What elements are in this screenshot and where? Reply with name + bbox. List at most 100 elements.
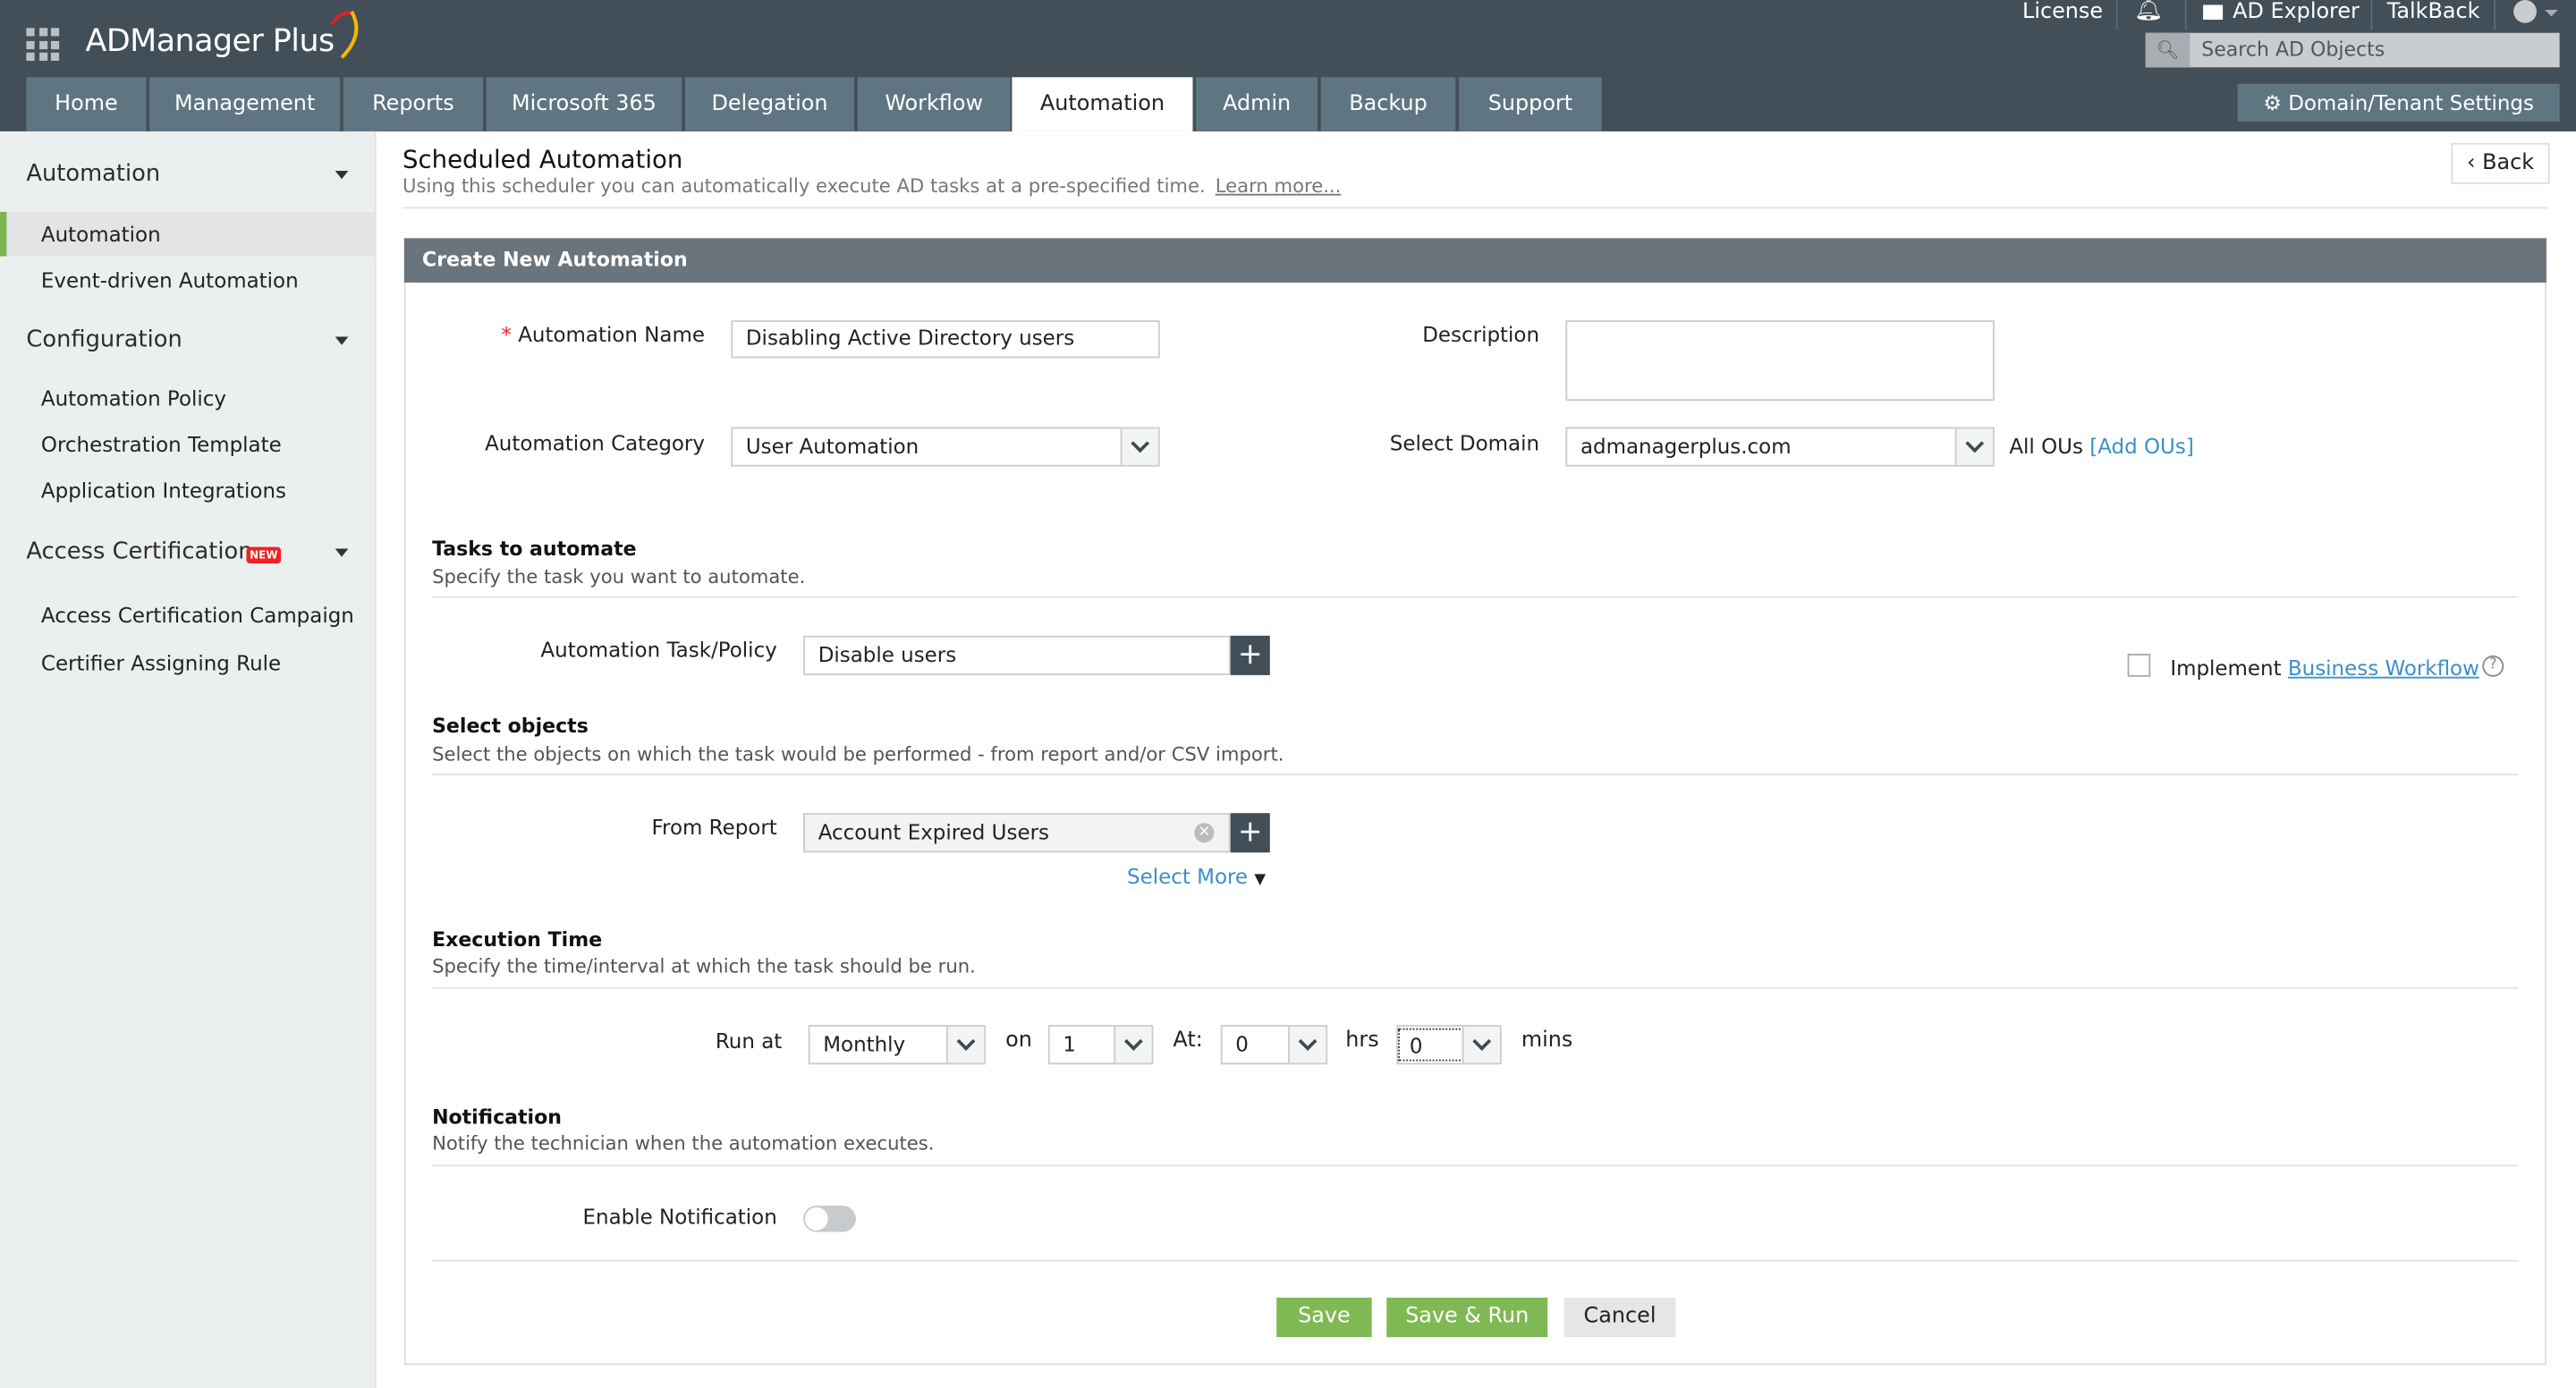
description-textarea[interactable] [1565,320,1995,402]
user-avatar-icon[interactable] [2513,0,2537,23]
sidebar-item-event-driven-automation[interactable]: Event-driven Automation [40,267,299,292]
help-icon[interactable]: ? [2482,655,2504,677]
chevron-down-icon [1965,434,1985,453]
automation-category-select[interactable]: User Automation [731,427,1160,467]
tasks-section-subtitle: Specify the task you want to automate. [432,564,806,588]
sidebar-item-certifier-assigning-rule[interactable]: Certifier Assigning Rule [40,650,282,675]
caret-down-icon[interactable] [2545,10,2558,17]
domain-settings-label: Domain/Tenant Settings [2288,90,2534,115]
divider [432,1259,2519,1262]
app-grid-icon[interactable] [26,28,60,61]
tab-support[interactable]: Support [1459,77,1602,131]
tab-management[interactable]: Management [149,77,341,131]
chevron-left-icon: ‹ [2466,150,2483,176]
sidebar-section-access-certification[interactable]: Access Certification [26,538,253,565]
divider [2370,0,2373,30]
tab-reports[interactable]: Reports [343,77,484,131]
tab-home[interactable]: Home [26,77,147,131]
license-link[interactable]: License [2022,0,2104,25]
caret-down-icon[interactable] [335,336,349,345]
on-label: on [1005,1028,1032,1054]
tab-admin[interactable]: Admin [1196,77,1318,131]
select-more-label: Select More [1127,864,1249,889]
tab-delegation[interactable]: Delegation [684,77,855,131]
chevron-down-icon [1131,434,1150,453]
notification-section-title: Notification [432,1105,562,1129]
divider [2494,0,2496,30]
select-value: User Automation [745,433,919,459]
automation-task-label: Automation Task/Policy [540,637,777,663]
caret-down-icon[interactable] [335,548,349,557]
caret-down-icon[interactable] [335,171,349,180]
sidebar [0,131,377,1388]
business-workflow-link[interactable]: Business Workflow [2287,655,2479,681]
toggle-knob [805,1207,828,1231]
dropdown-button[interactable] [1954,428,1993,465]
divider [432,1164,2519,1167]
bell-icon[interactable]: 🔔︎ [2133,0,2164,23]
dropdown-button[interactable] [1288,1026,1326,1063]
back-label: Back [2482,150,2535,176]
automation-name-label: * Automation Name [477,322,705,347]
tab-microsoft-365[interactable]: Microsoft 365 [486,77,682,131]
dropdown-button[interactable] [1120,428,1158,465]
search-input[interactable]: Search AD Objects [2201,38,2385,61]
tab-automation[interactable]: Automation [1012,77,1193,131]
execution-section-subtitle: Specify the time/interval at which the t… [432,954,976,978]
select-more-dropdown[interactable]: Select More ▼ [1127,864,1266,889]
tab-workflow[interactable]: Workflow [857,77,1011,131]
domain-select[interactable]: admanagerplus.com [1565,427,1995,467]
domain-tenant-settings-button[interactable]: ⚙ Domain/Tenant Settings [2237,83,2560,122]
save-and-run-button[interactable]: Save & Run [1386,1298,1548,1338]
divider [402,207,2548,209]
divider [432,596,2519,598]
add-report-button[interactable]: + [1230,813,1270,853]
divider [2184,0,2187,30]
add-ous-link[interactable]: [Add OUs] [2089,433,2194,459]
implement-workflow-label: Implement Business Workflow [2170,656,2479,681]
dropdown-button[interactable] [945,1026,985,1063]
enable-notification-toggle[interactable] [803,1206,856,1232]
sidebar-section-configuration[interactable]: Configuration [26,326,182,353]
back-button[interactable]: ‹ Back [2451,142,2550,184]
tab-backup[interactable]: Backup [1320,77,1456,131]
sidebar-item-automation-policy[interactable]: Automation Policy [40,385,226,411]
sidebar-item-access-certification-campaign[interactable]: Access Certification Campaign [40,603,354,628]
divider [432,774,2519,775]
sidebar-item-application-integrations[interactable]: Application Integrations [40,478,286,504]
automation-task-input[interactable]: Disable users [803,635,1231,675]
implement-workflow-checkbox[interactable] [2127,654,2151,677]
objects-section-title: Select objects [432,714,589,738]
gear-icon: ⚙ [2263,90,2289,115]
required-mark: * [501,322,512,347]
day-select[interactable]: 1 [1047,1025,1154,1065]
hours-select[interactable]: 0 [1220,1025,1328,1065]
dropdown-button[interactable] [1114,1026,1152,1063]
frequency-select[interactable]: Monthly [808,1025,987,1065]
cancel-button[interactable]: Cancel [1563,1298,1676,1338]
divider [432,986,2519,989]
ad-explorer-link[interactable]: AD Explorer [2233,0,2360,25]
talkback-link[interactable]: TalkBack [2386,0,2480,25]
divider [2115,0,2118,30]
chevron-down-icon [1298,1032,1318,1051]
save-button[interactable]: Save [1276,1298,1372,1338]
clear-icon[interactable]: ✕ [1194,823,1215,843]
sidebar-item-orchestration-template[interactable]: Orchestration Template [40,432,282,457]
minutes-select[interactable]: 0 [1396,1025,1502,1065]
sidebar-item-automation[interactable]: Automation [40,221,161,247]
automation-name-input[interactable]: Disabling Active Directory users [731,320,1160,359]
chevron-down-icon [1472,1032,1492,1051]
search-icon[interactable]: 🔍︎ [2145,32,2190,68]
objects-section-subtitle: Select the objects on which the task wou… [432,742,1284,766]
all-ous-text: All OUs [2009,433,2083,459]
sidebar-section-automation[interactable]: Automation [26,161,161,188]
from-report-input[interactable]: Account Expired Users ✕ [803,813,1231,853]
learn-more-link[interactable]: Learn more... [1215,174,1342,198]
select-domain-label: Select Domain [1389,430,1540,455]
search-ad-objects[interactable]: 🔍︎ Search AD Objects [2145,32,2560,68]
dropdown-button[interactable] [1462,1026,1500,1063]
folder-icon [2203,4,2224,21]
add-task-button[interactable]: + [1230,635,1270,675]
app-logo[interactable]: ADManager Plus [85,22,335,60]
